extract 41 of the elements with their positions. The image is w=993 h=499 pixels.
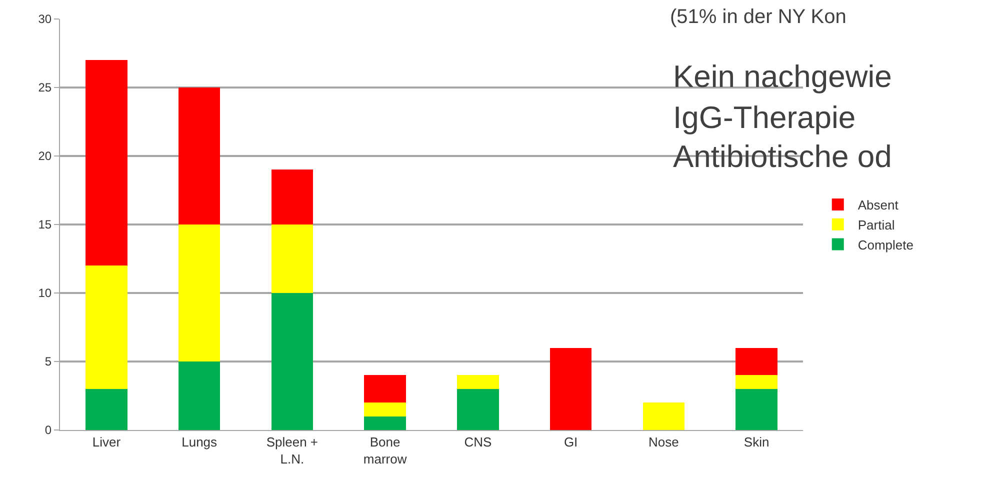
bar bbox=[457, 375, 499, 389]
x-tick-label: Skin bbox=[744, 434, 770, 450]
y-tick-label: 20 bbox=[38, 149, 52, 164]
bar bbox=[550, 348, 592, 430]
bar bbox=[271, 224, 314, 293]
bar bbox=[736, 388, 778, 430]
bar bbox=[86, 388, 128, 430]
y-tick-label: 10 bbox=[38, 286, 52, 300]
x-tick-label: GI bbox=[564, 434, 578, 450]
bar bbox=[364, 416, 406, 430]
bar bbox=[271, 170, 314, 224]
bar bbox=[178, 224, 220, 362]
x-tick-label: CNS bbox=[464, 434, 492, 450]
bar bbox=[178, 88, 220, 224]
annotation: Antibiotische od bbox=[673, 139, 892, 174]
legend-label: Complete bbox=[858, 237, 914, 252]
annotation: IgG-Therapie bbox=[673, 100, 856, 135]
x-tick-label: Lungs bbox=[182, 434, 218, 450]
legend-label: Absent bbox=[858, 198, 899, 213]
bar bbox=[86, 266, 128, 389]
y-tick-label: 5 bbox=[44, 354, 52, 369]
x-tick-label: Spleen + L.N. bbox=[266, 434, 318, 466]
bar bbox=[86, 60, 128, 266]
y-tick-label: 25 bbox=[38, 80, 52, 95]
annotation: Kein nachgewie bbox=[673, 59, 892, 94]
bar bbox=[271, 293, 314, 430]
bar bbox=[457, 388, 499, 430]
bar bbox=[642, 402, 685, 430]
bar bbox=[364, 375, 406, 403]
x-tick-label: Bone marrow bbox=[363, 434, 408, 466]
y-tick-label: 30 bbox=[38, 12, 52, 26]
x-tick-label: Nose bbox=[648, 434, 679, 450]
bar bbox=[736, 375, 778, 389]
bar bbox=[736, 348, 778, 376]
y-tick-label: 0 bbox=[44, 423, 52, 438]
y-tick-label: 15 bbox=[38, 218, 52, 232]
annotation: (51% in der NY Kon bbox=[670, 6, 846, 28]
x-tick-label: Liver bbox=[92, 434, 122, 450]
bar bbox=[178, 362, 220, 430]
bar bbox=[364, 402, 406, 416]
legend-label: Partial bbox=[858, 217, 895, 232]
